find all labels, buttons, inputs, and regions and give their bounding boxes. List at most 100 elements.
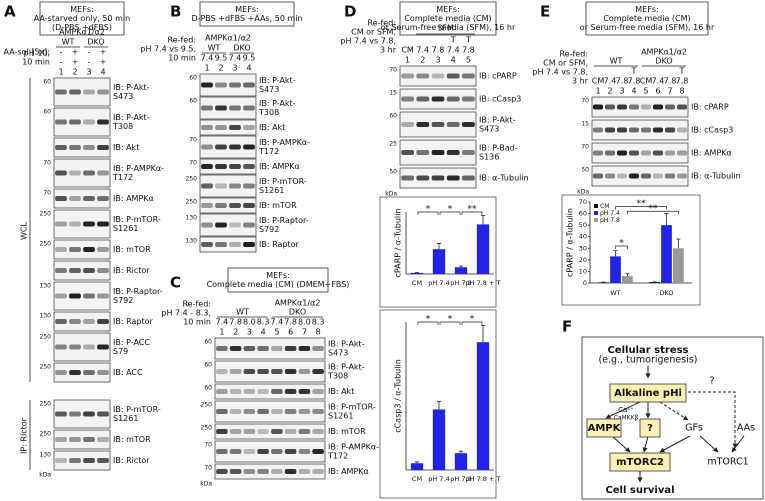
condition-value: + bbox=[100, 48, 107, 57]
band bbox=[243, 346, 256, 351]
lane-number: 6 bbox=[288, 328, 293, 337]
condition-label: pH 10, bbox=[24, 49, 50, 58]
mw-marker: 70 bbox=[43, 160, 51, 167]
blot bbox=[214, 360, 326, 383]
band bbox=[97, 319, 109, 324]
x-tick-label: pH 7.4 bbox=[428, 279, 449, 287]
error-bar bbox=[437, 400, 441, 410]
band bbox=[201, 144, 213, 150]
band bbox=[69, 221, 81, 227]
blot bbox=[214, 463, 326, 480]
band bbox=[55, 344, 67, 350]
band bbox=[652, 127, 664, 133]
band bbox=[97, 437, 109, 442]
bar bbox=[454, 267, 468, 274]
band bbox=[229, 242, 241, 247]
band bbox=[431, 122, 445, 127]
legend-swatch bbox=[594, 211, 598, 215]
blot-label: IB: α-Tubulin bbox=[691, 172, 741, 181]
band bbox=[69, 196, 81, 201]
band bbox=[201, 164, 213, 169]
blot-label: S136 bbox=[479, 153, 499, 162]
band bbox=[284, 429, 297, 434]
band bbox=[284, 409, 297, 414]
legend-label: pH 7.4 bbox=[600, 210, 620, 217]
band bbox=[55, 437, 67, 442]
header-line: MEFs: bbox=[266, 271, 289, 280]
band bbox=[284, 369, 297, 374]
band bbox=[628, 150, 640, 156]
band bbox=[69, 458, 81, 463]
band bbox=[652, 104, 664, 110]
x-tick-label: WT bbox=[610, 289, 620, 297]
blot-label: S1261 bbox=[113, 414, 138, 423]
band bbox=[676, 173, 688, 179]
band bbox=[69, 370, 81, 375]
band bbox=[229, 203, 241, 208]
chart-frame bbox=[561, 194, 701, 306]
y-tick-label: 40 bbox=[579, 233, 587, 241]
condition-label: Re-fed: bbox=[182, 300, 211, 309]
band bbox=[257, 409, 269, 414]
band bbox=[257, 389, 269, 394]
mw-marker: 60 bbox=[389, 113, 397, 120]
band bbox=[462, 96, 475, 102]
mw-marker: 60 bbox=[43, 79, 51, 86]
significance-bracket bbox=[417, 321, 439, 325]
condition-label: pH 7.4 - 8.3, bbox=[161, 309, 211, 318]
condition-label: pH 7.4 vs 7.8, bbox=[340, 37, 396, 46]
bar bbox=[476, 342, 490, 470]
y-tick-label: 70 bbox=[579, 198, 587, 206]
band bbox=[416, 150, 430, 155]
band bbox=[676, 127, 688, 133]
band bbox=[216, 409, 228, 414]
band bbox=[446, 96, 460, 102]
blot bbox=[53, 429, 111, 450]
blot-label: S473 bbox=[328, 349, 348, 358]
blot-label: IB: AMPKα bbox=[691, 149, 732, 158]
blot-label: IB: P-mTOR- bbox=[259, 177, 307, 186]
condition-value: + bbox=[72, 48, 79, 57]
header-line: (D-PBS +dFBS) bbox=[52, 23, 112, 32]
blot-label: IB: P-Akt- bbox=[328, 340, 365, 349]
blot bbox=[199, 213, 257, 237]
blot-label: IB: mTOR bbox=[113, 435, 151, 444]
blot-label: T172 bbox=[327, 452, 348, 461]
band bbox=[431, 73, 445, 79]
significance-label: * bbox=[619, 238, 624, 248]
band bbox=[416, 73, 430, 79]
panel-letter: C bbox=[170, 274, 181, 292]
band bbox=[243, 144, 255, 150]
lane-number: 6 bbox=[655, 87, 660, 96]
band bbox=[83, 119, 95, 125]
band bbox=[312, 429, 324, 434]
band bbox=[462, 122, 475, 127]
band bbox=[55, 170, 67, 176]
mw-marker: 70 bbox=[204, 442, 212, 449]
condition-label: Re-fed: bbox=[559, 50, 588, 59]
blot-label: IB: α-Tubulin bbox=[479, 174, 529, 183]
band bbox=[676, 150, 688, 156]
header-box bbox=[39, 1, 125, 36]
blot bbox=[53, 260, 111, 281]
condition-value: 8.3 bbox=[257, 318, 270, 327]
mw-marker: 70 bbox=[581, 144, 589, 151]
band bbox=[215, 82, 227, 88]
condition-value: 7.8 bbox=[628, 77, 641, 86]
panel-letter: F bbox=[562, 318, 572, 336]
band bbox=[243, 82, 255, 88]
diagram-node: ? bbox=[647, 423, 653, 434]
blot-label: IB: Rictor bbox=[113, 456, 150, 465]
blot-label: IB: Akt bbox=[328, 387, 354, 396]
band bbox=[83, 221, 95, 227]
band bbox=[664, 104, 676, 110]
panel-letter: A bbox=[4, 3, 16, 21]
blot-label: IB: cPARP bbox=[691, 103, 729, 112]
bar bbox=[661, 225, 672, 283]
band bbox=[69, 437, 81, 442]
group-label: DKO bbox=[289, 308, 306, 317]
significance-label: * bbox=[426, 205, 431, 215]
blot bbox=[591, 119, 689, 141]
blot bbox=[214, 423, 326, 440]
band bbox=[243, 369, 256, 374]
